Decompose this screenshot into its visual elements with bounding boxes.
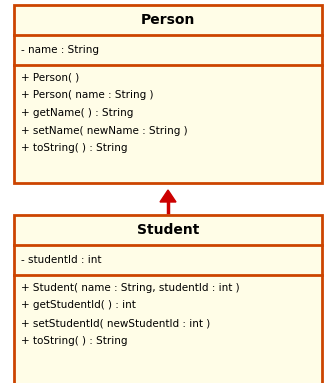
Text: + Student( name : String, studentId : int ): + Student( name : String, studentId : in… — [21, 283, 240, 293]
Text: + toString( ) : String: + toString( ) : String — [21, 143, 127, 153]
Text: + getName( ) : String: + getName( ) : String — [21, 108, 133, 118]
Polygon shape — [160, 190, 176, 202]
Text: - name : String: - name : String — [21, 45, 99, 55]
Text: + setName( newName : String ): + setName( newName : String ) — [21, 126, 187, 136]
Text: Student: Student — [137, 223, 199, 237]
Text: + toString( ) : String: + toString( ) : String — [21, 336, 127, 345]
Text: + Person( ): + Person( ) — [21, 73, 79, 83]
Text: Person: Person — [141, 13, 195, 27]
Text: + getStudentId( ) : int: + getStudentId( ) : int — [21, 301, 136, 311]
Text: + setStudentId( newStudentId : int ): + setStudentId( newStudentId : int ) — [21, 318, 210, 328]
Text: + Person( name : String ): + Person( name : String ) — [21, 90, 154, 100]
Bar — [14, 5, 322, 183]
Text: - studentId : int: - studentId : int — [21, 255, 101, 265]
Bar — [14, 215, 322, 383]
